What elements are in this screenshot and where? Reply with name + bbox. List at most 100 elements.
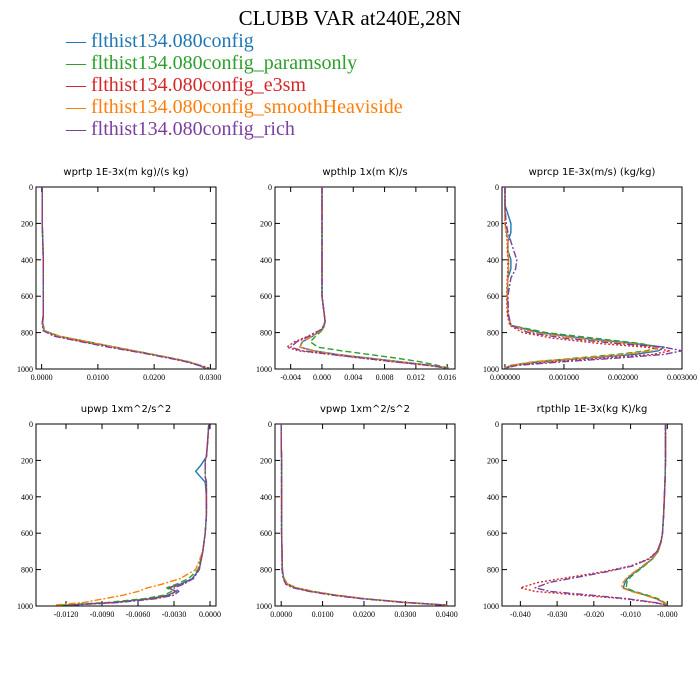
legend-label: flthist134.080config_e3sm: [91, 74, 306, 96]
legend-item-2: — flthist134.080config_paramsonly: [66, 52, 403, 74]
y-tick-label: 200: [487, 456, 499, 465]
x-tick-label: -0.030: [547, 610, 568, 619]
plot-frame: [501, 423, 683, 607]
y-tick-label: 800: [260, 566, 272, 575]
plot-frame: [35, 423, 217, 607]
x-tick-label: 0.0200: [353, 610, 375, 619]
y-tick-label: 200: [21, 219, 33, 228]
panel-1: wprtp 1E-3x(m kg)/(s kg) 0 200 400 600 800 100…: [17, 167, 221, 382]
panel-6: rtpthlp 1E-3x(kg K)/kg 0 200 400 600 800 1000 -…: [483, 404, 683, 619]
x-tick-label: 0.016: [438, 373, 456, 382]
series-line-1: [504, 187, 665, 369]
series-line-2: [309, 187, 449, 369]
plot-frame: [274, 423, 456, 607]
x-tick-label: 0.003000: [667, 373, 697, 382]
figure-title: CLUBB VAR at240E,28N: [238, 6, 462, 30]
y-tick-label: 400: [260, 256, 272, 265]
series-line-4: [53, 423, 210, 606]
panel-title: wprcp 1E-3x(m/s) (kg/kg): [529, 167, 656, 178]
x-tick-label: -0.0060: [126, 610, 151, 619]
series-line-5: [290, 187, 448, 369]
x-tick-label: 0.0000: [199, 610, 221, 619]
y-tick-label: 800: [487, 329, 499, 338]
legend-label: flthist134.080config_smoothHeaviside: [91, 96, 403, 118]
y-tick-label: 1000: [256, 602, 272, 611]
panel-2: wpthlp 1x(m K)/s 0 200 400 600 800 1000 -0.004 0…: [256, 167, 456, 382]
panel-3: wprcp 1E-3x(m/s) (kg/kg) 0 200 400 600 800 100…: [483, 167, 697, 382]
legend-item-5: — flthist134.080config_rich: [66, 118, 403, 140]
x-tick-label: 0.0000: [270, 610, 292, 619]
x-tick-label: -0.040: [510, 610, 531, 619]
series-line-3: [280, 424, 446, 606]
x-tick-label: 0.012: [407, 373, 425, 382]
legend-item-1: — flthist134.080config: [66, 30, 403, 52]
y-tick-label: 0: [495, 183, 499, 192]
series-line-1: [280, 424, 447, 606]
y-tick-label: 800: [21, 329, 33, 338]
series-line-4: [41, 187, 208, 369]
y-tick-label: 0: [268, 420, 272, 429]
y-tick-label: 600: [260, 529, 272, 538]
y-tick-label: 400: [487, 256, 499, 265]
series-line-5: [71, 423, 210, 606]
y-tick-label: 200: [260, 219, 272, 228]
x-tick-label: 0.000000: [490, 373, 520, 382]
x-tick-label: 0.0000: [31, 373, 53, 382]
series-line-1: [41, 187, 206, 369]
x-tick-label: -0.0030: [162, 610, 187, 619]
series-line-3: [41, 187, 210, 369]
y-tick-label: 200: [260, 456, 272, 465]
y-tick-label: 1000: [483, 365, 499, 374]
y-tick-label: 800: [21, 566, 33, 575]
y-tick-label: 0: [268, 183, 272, 192]
panel-title: upwp 1xm^2/s^2: [81, 404, 171, 415]
panel-title: wpthlp 1x(m K)/s: [322, 167, 407, 178]
series-line-3: [519, 424, 668, 606]
x-tick-label: 0.0200: [143, 373, 165, 382]
legend-label: flthist134.080config_rich: [91, 118, 295, 140]
y-tick-label: 1000: [17, 602, 33, 611]
plot-frame: [501, 186, 683, 370]
legend-dash: —: [66, 74, 91, 96]
y-tick-label: 400: [260, 493, 272, 502]
series-line-5: [41, 187, 209, 369]
y-tick-label: 400: [21, 493, 33, 502]
x-tick-label: -0.0120: [54, 610, 79, 619]
series-line-5: [280, 424, 446, 606]
x-tick-label: 0.0100: [87, 373, 109, 382]
x-tick-label: 0.0100: [312, 610, 334, 619]
series-line-5: [504, 187, 683, 369]
series-line-3: [504, 187, 671, 369]
series-line-2: [280, 424, 448, 606]
panel-title: vpwp 1xm^2/s^2: [320, 404, 410, 415]
legend-dash: —: [66, 52, 91, 74]
legend-dash: —: [66, 30, 91, 52]
y-tick-label: 600: [260, 292, 272, 301]
legend: — flthist134.080config — flthist134.080c…: [66, 30, 403, 140]
legend-dash: —: [66, 96, 91, 118]
legend-label: flthist134.080config_paramsonly: [91, 52, 358, 74]
x-tick-label: -0.004: [280, 373, 301, 382]
x-tick-label: 0.002000: [608, 373, 638, 382]
y-tick-label: 800: [260, 329, 272, 338]
x-tick-label: -0.010: [620, 610, 641, 619]
x-tick-label: -0.000: [657, 610, 678, 619]
series-line-3: [286, 187, 448, 369]
x-tick-label: 0.008: [376, 373, 394, 382]
legend-item-3: — flthist134.080config_e3sm: [66, 74, 403, 96]
x-tick-label: -0.020: [584, 610, 605, 619]
y-tick-label: 600: [21, 292, 33, 301]
y-tick-label: 0: [29, 183, 33, 192]
y-tick-label: 600: [487, 292, 499, 301]
panel-title: rtpthlp 1E-3x(kg K)/kg: [537, 404, 648, 415]
y-tick-label: 400: [487, 493, 499, 502]
series-line-2: [625, 424, 668, 606]
plot-frame: [274, 186, 456, 370]
y-tick-label: 1000: [256, 365, 272, 374]
y-tick-label: 0: [29, 420, 33, 429]
x-tick-label: -0.0090: [90, 610, 115, 619]
series-line-3: [68, 423, 210, 606]
legend-item-4: — flthist134.080config_smoothHeaviside: [66, 96, 403, 118]
